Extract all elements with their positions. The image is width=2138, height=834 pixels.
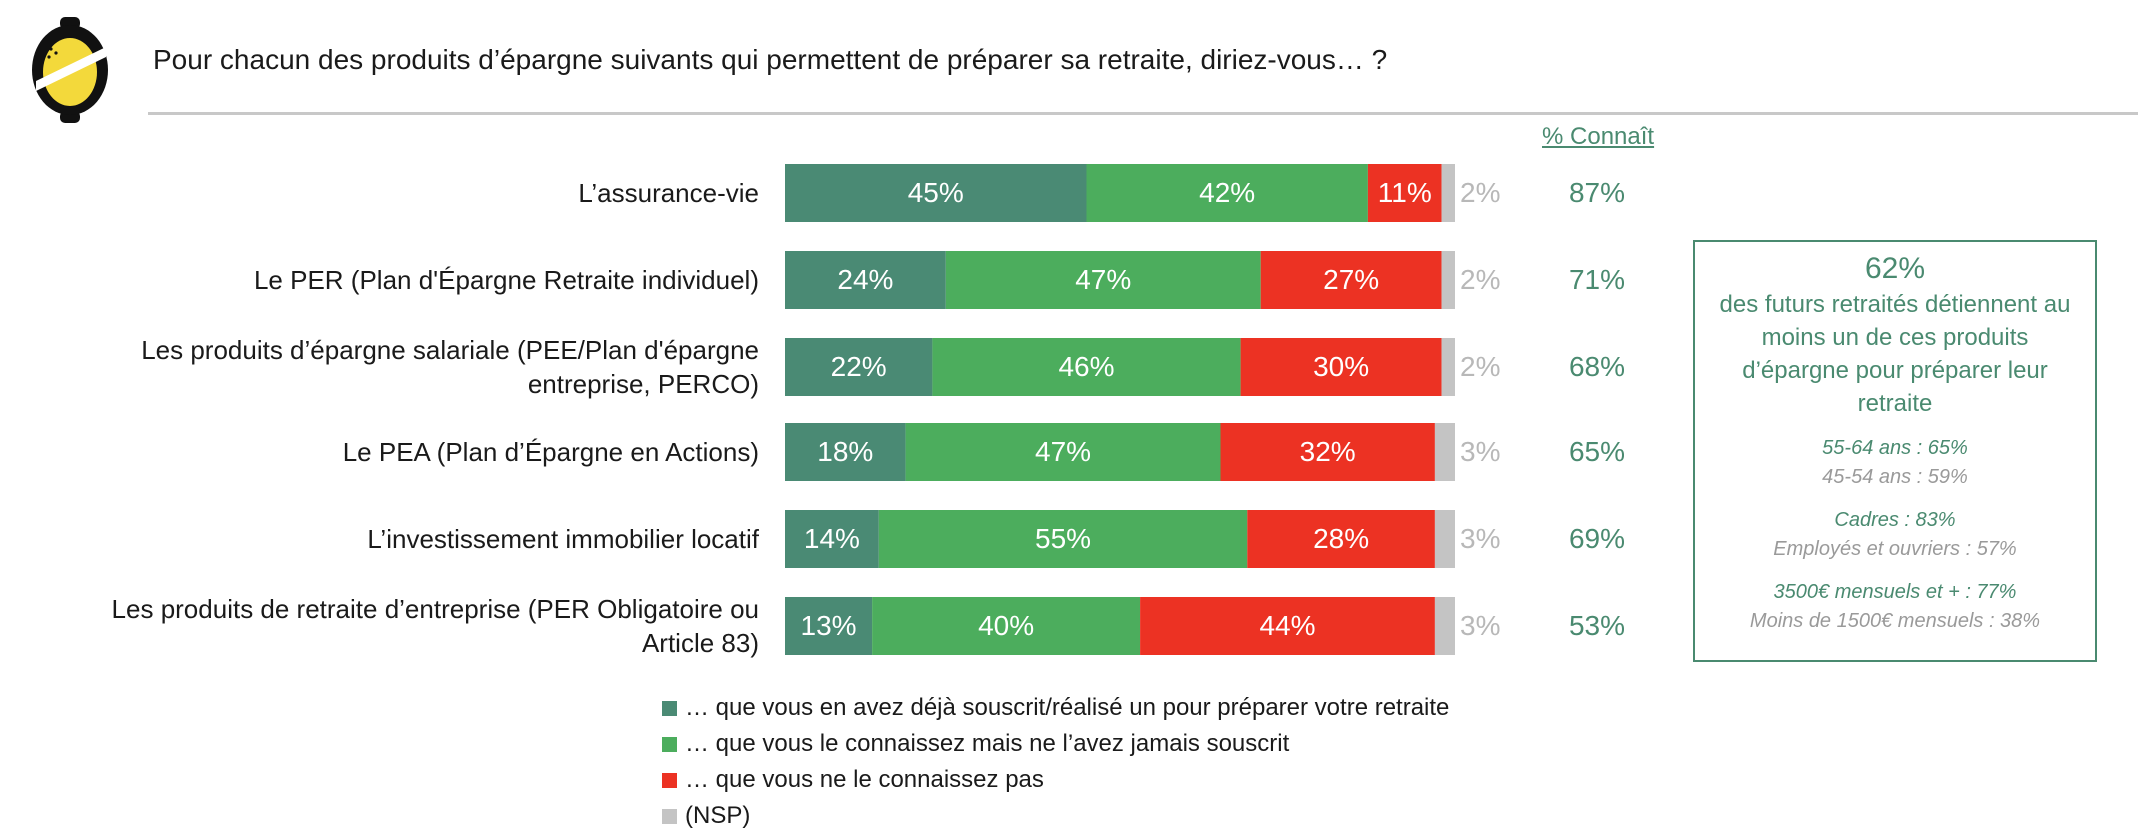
title-divider [148,112,2138,115]
data-label: 18% [817,436,874,467]
legend-label: … que vous le connaissez mais ne l’avez … [685,730,1290,757]
legend-swatch [662,736,677,752]
bar-segment [785,164,1087,222]
nsp-label: 3% [1460,523,1501,554]
legend: … que vous en avez déjà souscrit/réalisé… [662,690,1449,834]
info-stat: Employés et ouvriers : 57% [1773,538,2017,560]
legend-swatch [662,700,677,716]
bar-segment [878,510,1248,568]
data-label: 14% [803,523,860,554]
chart-title: Pour chacun des produits d’épargne suiva… [153,44,1388,75]
bar-segment [872,597,1141,655]
category-label: L’assurance-vie [578,178,759,208]
data-label: 55% [1035,523,1092,554]
bar-segment [1441,164,1455,222]
bar-segment [1434,510,1455,568]
data-label: 46% [1058,351,1115,382]
legend-swatch [662,772,677,788]
data-label: 22% [830,351,887,382]
connait-value: 71% [1568,264,1626,295]
data-label: 28% [1313,523,1370,554]
bar-segment [1434,423,1455,481]
bar-segment [1240,338,1442,396]
data-label: 30% [1313,351,1370,382]
bar-segment [785,597,873,655]
bar-segment [785,423,906,481]
legend-item-connait: … que vous le connaissez mais ne l’avez … [662,726,1449,762]
connait-value: 87% [1568,177,1626,208]
nsp-label: 3% [1460,436,1501,467]
data-label: 47% [1075,264,1132,295]
data-label: 44% [1259,610,1316,641]
nsp-label: 2% [1460,264,1501,295]
legend-label: (NSP) [685,802,751,829]
data-label: 40% [978,610,1035,641]
bar-segment [1441,251,1455,309]
category-label: Les produits de retraite d’entreprise (P… [111,594,759,658]
bar-segment [785,251,946,309]
data-label: 11% [1377,177,1432,208]
bar-segment [1367,164,1442,222]
connait-value: 65% [1568,436,1626,467]
category-label: Les produits d’épargne salariale (PEE/Pl… [141,335,759,399]
info-stat-group: 3500€ mensuels et + : 77% Moins de 1500€ … [1695,578,2095,636]
legend-label: … que vous ne le connaissez pas [685,766,1044,793]
bar-segment [932,338,1241,396]
bar-segment [945,251,1261,309]
info-stat: Moins de 1500€ mensuels : 38% [1749,610,2041,632]
bar-segment [905,423,1221,481]
connait-value: 53% [1568,610,1626,641]
legend-item-ne-connait-pas: … que vous ne le connaissez pas [662,762,1449,798]
info-stat: 45-54 ans : 59% [1822,466,1968,488]
bar-segment [1220,423,1435,481]
connait-column-header: % Connaît [1542,123,1655,150]
bar-segment [1434,597,1455,655]
info-stat-group: Cadres : 83% Employés et ouvriers : 57% [1695,506,2095,564]
info-stat: Cadres : 83% [1834,509,1956,531]
connait-value: 69% [1568,523,1626,554]
category-label: Le PEA (Plan d’Épargne en Actions) [342,437,759,467]
bar-segment [1140,597,1435,655]
data-label: 27% [1323,264,1380,295]
connait-value: 68% [1568,351,1626,382]
data-label: 47% [1035,436,1092,467]
nsp-label: 3% [1460,610,1501,641]
info-stat-group: 55-64 ans : 65% 45-54 ans : 59% [1695,434,2095,492]
data-label: 45% [907,177,964,208]
info-headline: 62% [1864,252,1926,285]
bar-segment [785,338,933,396]
brand-logo [32,17,108,123]
info-stat: 3500€ mensuels et + : 77% [1773,581,2017,603]
data-label: 32% [1299,436,1356,467]
bar-segment [785,510,879,568]
nsp-label: 2% [1460,351,1501,382]
data-label: 13% [800,610,857,641]
bar-segment [1086,164,1368,222]
info-description: des futurs retraités détiennent au moins… [1719,291,2071,417]
bar-segment [1247,510,1435,568]
legend-label: … que vous en avez déjà souscrit/réalisé… [685,694,1450,721]
category-label: Le PER (Plan d'Épargne Retraite individu… [253,265,759,295]
info-stat: 55-64 ans : 65% [1822,437,1968,459]
bar-segment [1260,251,1442,309]
legend-item-nsp: (NSP) [662,798,1449,834]
bar-segment [1441,338,1455,396]
info-box: 62% des futurs retraités détiennent au m… [1693,240,2097,662]
data-label: 24% [837,264,894,295]
legend-swatch [662,808,677,824]
category-label: L’investissement immobilier locatif [367,524,759,554]
legend-item-souscrit: … que vous en avez déjà souscrit/réalisé… [662,690,1449,726]
nsp-label: 2% [1460,177,1501,208]
info-stats: 55-64 ans : 65% 45-54 ans : 59% Cadres : 8… [1695,434,2095,636]
data-label: 42% [1199,177,1256,208]
